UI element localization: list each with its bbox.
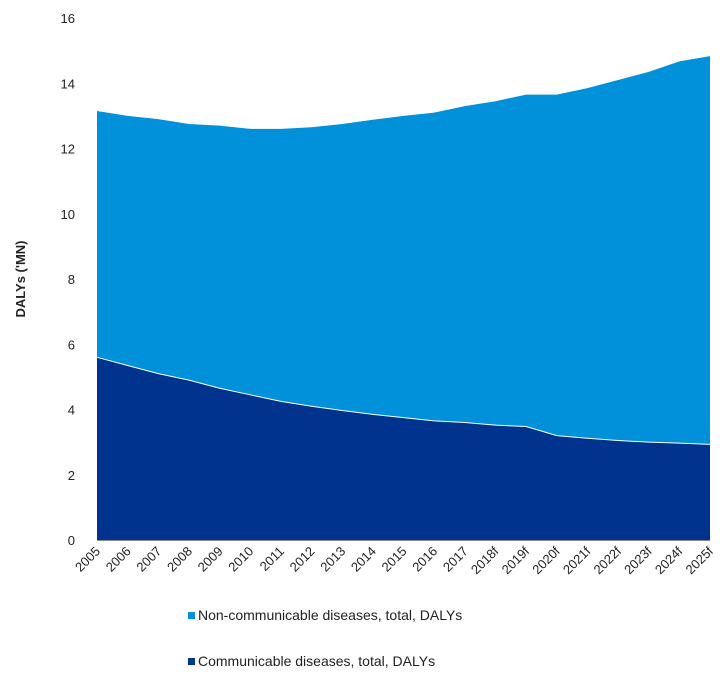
legend-item-noncommunicable: Non-communicable diseases, total, DALYs [188,607,462,623]
x-tick-label: 2017 [440,544,471,575]
x-tick-label: 2008 [164,544,195,575]
x-tick-label: 2013 [317,544,348,575]
x-tick-label: 2014 [348,544,379,575]
legend-item-communicable: Communicable diseases, total, DALYs [188,653,435,669]
x-tick-label: 2024f [652,543,686,577]
legend-label-noncommunicable: Non-communicable diseases, total, DALYs [198,607,463,623]
area-series-noncommunicable [97,56,710,445]
x-tick-label: 2021f [560,543,594,577]
y-tick-label: 12 [61,142,75,157]
x-tick-label: 2020f [529,543,563,577]
y-tick-label: 6 [68,337,75,352]
x-tick-label: 2007 [133,544,164,575]
y-tick-label: 16 [61,11,75,26]
x-tick-label: 2018f [468,543,502,577]
x-tick-label: 2016 [409,544,440,575]
x-tick-label: 2023f [621,543,655,577]
area-series-communicable [97,357,710,540]
x-tick-label: 2011 [257,544,287,574]
x-tick-label: 2012 [287,544,318,575]
x-tick-label: 2015 [379,544,410,575]
x-tick-label: 2005 [72,544,103,575]
y-tick-label: 4 [68,403,75,418]
x-tick-label: 2006 [103,544,134,575]
y-tick-label: 2 [68,468,75,483]
y-tick-label: 0 [68,533,75,548]
legend-swatch-noncommunicable [188,611,195,619]
x-axis: 2005 2006 2007 2008 2009 2010 2011 2012 2013 2014… [72,540,717,577]
y-tick-label: 14 [61,76,75,91]
y-tick-label: 10 [61,207,75,222]
series-boundary-line [96,356,711,445]
x-tick-label: 2025f [683,543,717,577]
x-tick-label: 2009 [195,544,226,575]
x-tick-label: 2010 [225,544,256,575]
chart-areas [96,56,711,540]
y-tick-label: 8 [68,272,75,287]
x-tick-label: 2019f [499,543,533,577]
y-axis: 0 2 4 6 8 10 12 14 16 [61,11,75,548]
legend-label-communicable: Communicable diseases, total, DALYs [198,653,436,669]
x-tick-label: 2022f [591,543,625,577]
y-axis-label: DALYs ('MN) [13,240,28,317]
legend-swatch-communicable [188,657,195,665]
